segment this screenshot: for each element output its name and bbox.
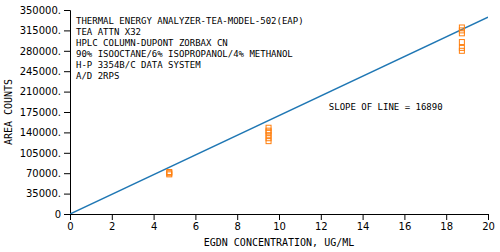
x-axis-tick-mark: [321, 214, 322, 220]
x-axis-tick-mark: [279, 214, 280, 220]
x-axis-tick: 0: [67, 214, 73, 232]
y-axis-tick-label: 35000.: [26, 188, 61, 199]
annotation-line: H-P 3354B/C DATA SYSTEM: [76, 60, 201, 70]
y-axis-line: [64, 11, 71, 215]
x-axis-tick-label: 18: [440, 221, 453, 232]
x-axis-title: EGDN CONCENTRATION, UG/ML: [204, 237, 355, 248]
y-axis-tick-mark: [64, 153, 70, 154]
y-axis-tick-mark: [64, 132, 70, 133]
y-axis-tick: 0: [55, 209, 70, 220]
x-axis-tick: 20: [482, 214, 495, 232]
x-axis: 0 2 4 6 8 10 12 14 16 18 20: [67, 214, 495, 232]
annotations: THERMAL ENERGY ANALYZER-TEA-MODEL-502(EA…: [76, 16, 304, 81]
x-axis-tick: 6: [193, 214, 199, 232]
marks: [70, 17, 488, 214]
y-axis-tick: 245000.: [20, 66, 70, 77]
annotation-line: 90% ISOOCTANE/6% ISOPROPANOL/4% METHANOL: [76, 49, 293, 59]
x-axis-tick: 14: [357, 214, 370, 232]
y-axis-tick-mark: [64, 51, 70, 52]
x-axis-tick-label: 14: [357, 221, 370, 232]
x-axis-tick-mark: [404, 214, 405, 220]
point: [167, 170, 172, 175]
y-axis-tick-label: 0: [55, 209, 61, 220]
y-axis-tick-label: 105000.: [20, 148, 61, 159]
x-axis-tick: 2: [109, 214, 115, 232]
x-axis-tick-label: 2: [109, 221, 115, 232]
x-axis-tick-label: 20: [482, 221, 495, 232]
x-axis-tick-label: 0: [67, 221, 73, 232]
point: [459, 40, 464, 45]
x-axis-tick-mark: [446, 214, 447, 220]
x-axis-tick-label: 4: [151, 221, 157, 232]
x-axis-tick-label: 12: [315, 221, 328, 232]
y-axis-tick-label: 350000.: [20, 5, 61, 16]
y-axis-tick: 35000.: [26, 188, 70, 199]
x-axis-line: [71, 215, 489, 221]
y-axis-tick-mark: [64, 112, 70, 113]
y-axis-tick-mark: [64, 214, 70, 215]
x-axis-tick: 12: [315, 214, 328, 232]
y-axis-tick: 350000.: [20, 5, 70, 16]
x-axis-tick-mark: [237, 214, 238, 220]
regression-line: [70, 17, 488, 214]
y-axis-tick-label: 140000.: [20, 127, 61, 138]
x-axis-tick-label: 10: [273, 221, 286, 232]
point: [459, 45, 464, 50]
y-axis-tick-label: 210000.: [20, 86, 61, 97]
y-axis-tick-label: 245000.: [20, 66, 61, 77]
y-axis: 0 35000. 70000. 105000. 140000. 175000. 210000…: [20, 5, 71, 220]
y-axis-tick-mark: [64, 92, 70, 93]
x-axis-tick-mark: [488, 214, 489, 220]
labels: SLOPE OF LINE = 16890 THERMAL ENERGY ANAL…: [76, 16, 443, 112]
x-axis-tick-mark: [154, 214, 155, 220]
x-axis-tick-mark: [363, 214, 364, 220]
x-axis-tick: 10: [273, 214, 286, 232]
x-axis-tick-label: 8: [235, 221, 241, 232]
x-axis-tick-mark: [195, 214, 196, 220]
x-axis-tick-label: 16: [399, 221, 412, 232]
y-axis-tick: 280000.: [20, 46, 70, 57]
chart: 0 2 4 6 8 10 12 14 16 18 20 0 35000. 70000. 105000. 140…: [0, 0, 500, 252]
y-axis-tick: 140000.: [20, 127, 70, 138]
y-axis-tick-mark: [64, 10, 70, 11]
plot: 0 2 4 6 8 10 12 14 16 18 20 0 35000. 70000. 105000. 140…: [3, 5, 495, 248]
y-axis-tick-label: 315000.: [20, 25, 61, 36]
line-label: SLOPE OF LINE = 16890: [329, 102, 443, 112]
y-axis-tick-label: 280000.: [20, 46, 61, 57]
annotation-line: HPLC COLUMN-DUPONT ZORBAX CN: [76, 38, 228, 48]
y-axis-tick: 210000.: [20, 86, 70, 97]
y-axis-tick: 315000.: [20, 25, 70, 36]
x-axis-tick: 16: [399, 214, 412, 232]
y-axis-tick-label: 175000.: [20, 107, 61, 118]
x-axis-tick: 18: [440, 214, 453, 232]
annotation-line: A/D 2RPS: [76, 71, 119, 81]
x-axis-tick-mark: [112, 214, 113, 220]
x-axis-tick: 4: [151, 214, 157, 232]
y-axis-tick-mark: [64, 194, 70, 195]
annotation-line: TEA ATTN X32: [76, 27, 141, 37]
y-axis-tick-mark: [64, 173, 70, 174]
y-axis-tick: 105000.: [20, 148, 70, 159]
y-axis-title: AREA COUNTS: [3, 79, 14, 145]
x-axis-tick-label: 6: [193, 221, 199, 232]
y-axis-tick: 70000.: [26, 168, 70, 179]
annotation-line: THERMAL ENERGY ANALYZER-TEA-MODEL-502(EA…: [76, 16, 304, 26]
x-axis-tick: 8: [235, 214, 241, 232]
point: [266, 125, 271, 130]
y-axis-tick-label: 70000.: [26, 168, 61, 179]
y-axis-tick: 175000.: [20, 107, 70, 118]
y-axis-tick-mark: [64, 71, 70, 72]
y-axis-tick-mark: [64, 30, 70, 31]
point: [459, 25, 464, 30]
